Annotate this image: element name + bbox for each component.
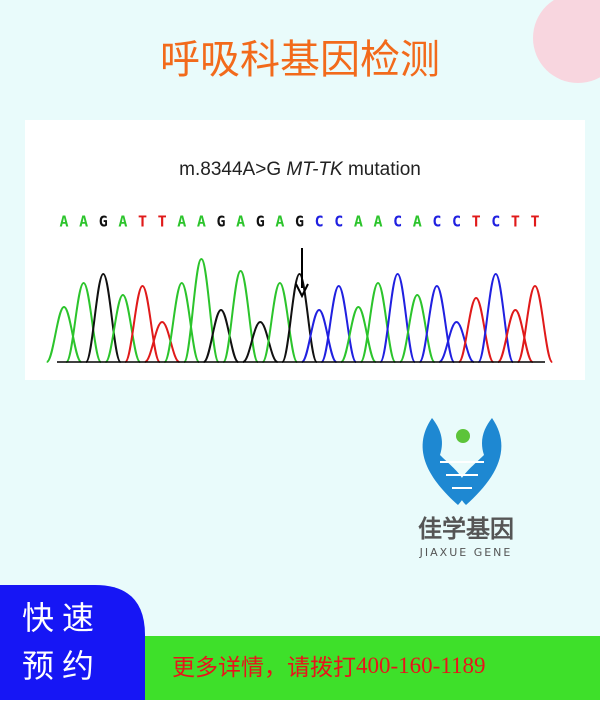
peak	[340, 305, 377, 363]
peak	[477, 272, 515, 363]
base-letter: A	[59, 213, 68, 231]
peak	[359, 281, 397, 363]
title: 呼吸科基因检测	[160, 37, 440, 83]
base-letter: A	[354, 213, 363, 231]
base-letter: T	[158, 213, 167, 231]
base-letter: G	[295, 213, 304, 231]
chromatogram	[45, 257, 554, 363]
base-letter: A	[118, 213, 127, 231]
caption-suffix: mutation	[348, 159, 421, 180]
peak	[300, 308, 338, 363]
base-letter: A	[373, 213, 382, 231]
base-letter: C	[452, 213, 461, 231]
base-letter: G	[216, 213, 225, 231]
base-letter: A	[197, 213, 206, 231]
peak	[398, 293, 436, 363]
logo-name: 佳学基因	[418, 515, 514, 543]
logo-name-en: JIAXUE GENE	[419, 546, 513, 559]
peak	[124, 284, 161, 363]
peak	[163, 281, 201, 363]
peak	[497, 308, 534, 363]
base-letter: C	[315, 213, 324, 231]
banner-phone: 400-160-1189	[356, 653, 485, 678]
base-letter: C	[334, 213, 343, 231]
arrow-head	[295, 283, 309, 299]
base-letter: T	[472, 213, 481, 231]
caption: m.8344A>G MT-TK mutation	[179, 159, 421, 180]
peak	[281, 272, 318, 363]
peak	[516, 284, 554, 363]
base-letter: C	[491, 213, 500, 231]
peak	[183, 257, 220, 363]
logo-rungs	[440, 461, 484, 489]
peak	[438, 320, 475, 363]
peak	[144, 320, 180, 363]
peak	[104, 293, 142, 363]
figure-panel	[25, 120, 585, 380]
peak	[45, 305, 83, 363]
base-letter: C	[393, 213, 402, 231]
caption-prefix: m.8344A>G	[179, 159, 281, 180]
button-line[interactable]: 预约	[22, 647, 102, 685]
base-letter: A	[275, 213, 284, 231]
logo-dot	[456, 429, 470, 443]
base-letter: A	[79, 213, 88, 231]
base-letter: T	[138, 213, 147, 231]
peak	[320, 284, 358, 363]
base-letter: T	[511, 213, 520, 231]
peak	[261, 281, 299, 363]
base-letter: G	[256, 213, 265, 231]
base-letter: A	[236, 213, 245, 231]
base-letter: C	[432, 213, 441, 231]
peak	[379, 272, 416, 363]
banner-label: 更多详情，请拨打	[172, 655, 356, 681]
peak	[202, 308, 240, 363]
logo: 佳学基因 JIAXUE GENE	[418, 418, 514, 559]
base-letter: G	[99, 213, 108, 231]
banner	[140, 636, 600, 700]
reserve-button[interactable]	[0, 585, 145, 700]
base-letter: T	[530, 213, 539, 231]
peak	[418, 284, 456, 363]
caption-gene: MT-TK	[286, 159, 344, 180]
base-letter: A	[413, 213, 422, 231]
base-letter: A	[177, 213, 186, 231]
peak	[242, 320, 279, 363]
button-line[interactable]: 快速	[22, 599, 102, 637]
peak	[84, 272, 122, 363]
peak	[65, 281, 102, 363]
decor-circle	[533, 0, 600, 83]
banner-text: 更多详情，请拨打400-160-1189	[172, 653, 485, 680]
peak	[457, 296, 495, 363]
